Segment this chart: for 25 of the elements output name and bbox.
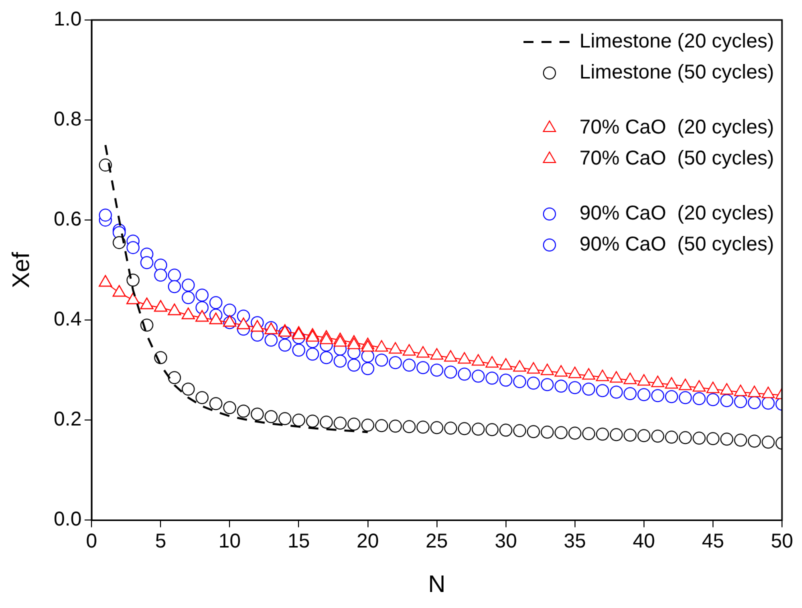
y-tick-label: 0.0 — [54, 508, 82, 531]
y-tick-label: 0.6 — [54, 208, 82, 231]
x-tick-label: 20 — [356, 530, 379, 553]
y-tick-label: 0.2 — [54, 408, 82, 431]
y-tick-label: 0.8 — [54, 108, 82, 131]
x-tick-label: 40 — [632, 530, 656, 553]
y-tick-label: 0.4 — [54, 308, 82, 331]
x-tick-label: 5 — [155, 530, 166, 553]
x-tick-label: 10 — [218, 530, 241, 553]
x-tick-label: 30 — [494, 530, 517, 553]
x-tick-label: 50 — [770, 530, 794, 553]
x-tick-label: 15 — [288, 530, 310, 553]
legend-label: 70% CaO (50 cycles) — [579, 148, 774, 170]
legend-label: 70% CaO (20 cycles) — [579, 116, 774, 139]
legend-label: Limestone (20 cycles) — [579, 30, 774, 53]
legend-label: Limestone (50 cycles) — [579, 62, 774, 84]
x-tick-label: 35 — [564, 530, 586, 553]
x-tick-label: 45 — [702, 530, 724, 553]
y-axis-title: Xef — [8, 252, 36, 288]
x-tick-label: 25 — [426, 530, 448, 553]
legend-label: 90% CaO (50 cycles) — [579, 234, 774, 256]
y-tick-label: 1.0 — [54, 8, 82, 31]
x-axis-title: N — [428, 571, 446, 598]
legend-label: 90% CaO (20 cycles) — [579, 202, 774, 225]
x-tick-label: 0 — [86, 530, 98, 553]
